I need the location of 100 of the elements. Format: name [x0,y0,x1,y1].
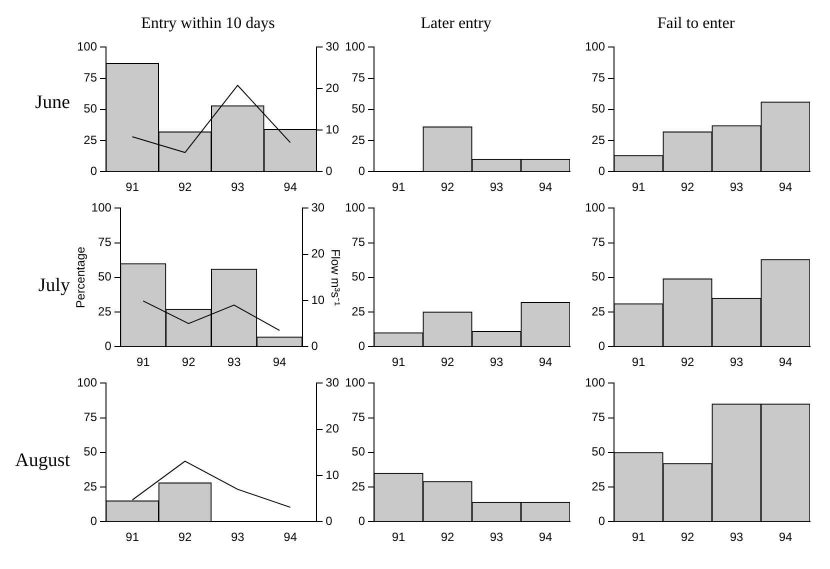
y2-tick-label: 10 [326,468,340,482]
text: July [37,274,70,296]
y-tick-label: 0 [598,514,606,528]
y-tick-label: 0 [598,338,606,353]
x-tick-label: 93 [227,355,242,370]
y2-tick-label: 0 [311,338,318,353]
y-tick-label: 0 [358,164,366,178]
x-tick-label: 93 [730,530,744,544]
x-tick-label: 92 [680,355,695,370]
y-tick-label: 100 [76,376,98,390]
x-tick-label: 94 [778,530,792,544]
x-tick-label: 92 [680,530,695,544]
x-tick-label: 91 [632,530,646,544]
x-tick-label: 93 [490,180,504,194]
y-tick-label: 50 [84,102,98,116]
y2-axis-title: Flow m³s⁻¹ [328,249,342,306]
y-tick-label: 100 [344,376,366,390]
x-tick-label: 94 [538,180,552,194]
y2-tick-label: 10 [311,292,325,307]
y-tick-label: 100 [584,376,606,390]
x-tick-label: 92 [178,530,192,544]
y2-tick-label: 30 [311,200,325,215]
y2-tick-label: 20 [311,246,325,261]
y2-tick-label: 0 [326,164,333,178]
y2-tick-label: 30 [326,40,340,54]
x-tick-label: 91 [136,355,150,370]
x-tick-label: 93 [490,530,504,544]
x-tick-label: 91 [126,180,140,194]
y-tick-label: 75 [98,235,112,250]
x-tick-label: 91 [392,530,406,544]
y2-tick-label: 30 [326,376,340,390]
y-tick-label: 0 [598,164,606,178]
y-tick-label: 25 [84,132,98,147]
y-tick-label: 0 [90,514,98,528]
x-tick-label: 92 [182,355,196,370]
x-tick-label: 92 [680,180,695,194]
x-tick-label: 93 [490,355,504,370]
x-tick-label: 92 [440,530,455,544]
y-tick-label: 50 [84,444,98,459]
y-tick-label: 0 [358,514,366,528]
y-tick-label: 0 [358,338,366,353]
x-tick-label: 91 [392,180,406,194]
y-tick-label: 100 [584,40,606,54]
y-tick-label: 100 [344,200,366,215]
y-tick-label: 75 [592,70,606,85]
x-tick-label: 93 [730,355,744,370]
y-tick-label: 75 [592,235,606,250]
x-tick-label: 92 [178,180,192,194]
x-tick-label: 91 [392,355,406,370]
y-tick-label: 75 [84,410,98,424]
y2-tick-label: 20 [326,80,340,95]
x-tick-label: 94 [284,530,298,544]
y-tick-label: 25 [352,479,366,494]
y-tick-label: 25 [592,304,606,318]
y-tick-label: 50 [592,270,606,284]
x-tick-label: 92 [440,355,455,370]
y-tick-label: 0 [104,338,112,353]
x-tick-label: 94 [778,355,792,370]
y2-tick-label: 20 [326,422,340,436]
y2-tick-label: 10 [326,122,340,136]
y-tick-label: 100 [91,200,112,215]
x-tick-label: 94 [272,355,287,370]
x-tick-label: 94 [538,355,552,370]
y-tick-label: 25 [592,479,606,494]
x-tick-label: 94 [284,180,298,194]
y-tick-label: 25 [84,479,98,494]
x-tick-label: 94 [778,180,792,194]
y-axis-title: Percentage [74,246,88,308]
x-tick-label: 94 [538,530,552,544]
y-tick-label: 25 [352,304,366,318]
y-tick-label: 100 [76,40,98,54]
y-tick-label: 25 [352,132,366,147]
x-tick-label: 92 [440,180,455,194]
text: June [34,92,70,114]
y-tick-label: 75 [84,70,98,85]
chart-title: Fail to enter [657,14,736,32]
chart-title: Later entry [420,14,492,32]
x-tick-label: 91 [126,530,140,544]
x-tick-label: 93 [230,180,245,194]
y-tick-label: 75 [592,410,606,424]
y-tick-label: 50 [592,444,606,459]
y-tick-label: 0 [90,164,98,178]
y-tick-label: 50 [352,102,366,116]
y-tick-label: 75 [352,70,366,85]
y-tick-label: 50 [98,270,112,284]
y2-tick-label: 0 [326,514,333,528]
chart-title: Entry within 10 days [141,14,275,32]
y-tick-label: 75 [352,410,366,424]
x-tick-label: 91 [632,180,646,194]
y-tick-label: 50 [352,444,366,459]
y-tick-label: 75 [352,235,366,250]
y-tick-label: 50 [592,102,606,116]
y-tick-label: 50 [352,270,366,284]
y-tick-label: 100 [584,200,606,215]
x-tick-label: 93 [230,530,245,544]
x-tick-label: 91 [632,355,646,370]
x-tick-label: 93 [730,180,744,194]
y-tick-label: 25 [98,304,112,318]
y-tick-label: 100 [344,40,366,54]
y-tick-label: 25 [592,132,606,147]
